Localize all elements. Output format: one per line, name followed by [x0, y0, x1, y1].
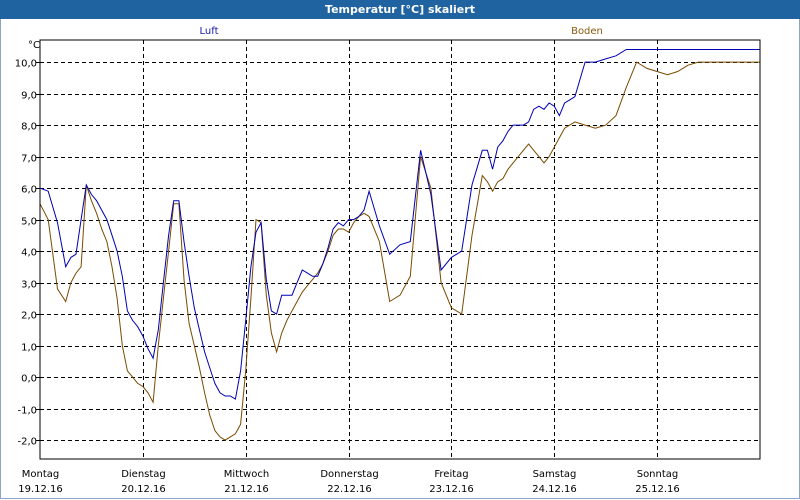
y-tick-label: 1,0 [21, 343, 37, 354]
y-tick-label: 3,0 [21, 280, 37, 291]
x-tick-day: Montag [22, 469, 59, 480]
x-tick-day: Samstag [533, 469, 577, 480]
x-tick-day: Dienstag [121, 469, 166, 480]
x-tick-date: 22.12.16 [327, 484, 372, 495]
x-tick-day: Freitag [434, 469, 468, 480]
y-tick-label: 8,0 [21, 122, 37, 133]
plot-area-border [39, 39, 761, 460]
x-tick-date: 19.12.16 [18, 484, 63, 495]
y-axis-tick-labels: -2,0 -1,0 0,0 1,0 2,0 3,0 4,0 5,0 6,0 7,0 8,0 9,0 10… [15, 59, 37, 448]
y-tick-label: 4,0 [21, 248, 37, 259]
x-tick-date: 23.12.16 [429, 484, 474, 495]
series-line-luft [39, 49, 760, 400]
y-tick-label: 2,0 [21, 311, 37, 322]
series-line-boden [39, 61, 760, 441]
x-tick-day: Sonntag [637, 469, 679, 480]
x-tick-day: Mittwoch [224, 469, 269, 480]
y-tick-label: 6,0 [21, 185, 37, 196]
y-tick-label: 0,0 [21, 374, 37, 385]
y-tick-label: 9,0 [21, 91, 37, 102]
y-tick-label: -1,0 [17, 406, 37, 417]
legend-boden: Boden [571, 26, 603, 37]
y-axis-unit: °C [28, 40, 40, 51]
x-tick-date: 21.12.16 [224, 484, 269, 495]
y-tick-label: -2,0 [17, 437, 37, 448]
y-tick-label: 10,0 [15, 59, 37, 70]
x-tick-date: 25.12.16 [635, 484, 680, 495]
x-axis-tick-labels: Montag 19.12.16 Dienstag 20.12.16 Mittwoch 21… [18, 469, 680, 495]
x-tick-date: 20.12.16 [121, 484, 166, 495]
x-tick-date: 24.12.16 [532, 484, 577, 495]
x-tick-day: Donnerstag [320, 469, 378, 480]
chart-grid [36, 40, 760, 459]
chart-title: Temperatur [°C] skaliert [0, 0, 800, 19]
series-lines [39, 49, 760, 441]
y-tick-label: 7,0 [21, 154, 37, 165]
y-tick-label: 5,0 [21, 217, 37, 228]
legend-luft: Luft [200, 26, 219, 37]
